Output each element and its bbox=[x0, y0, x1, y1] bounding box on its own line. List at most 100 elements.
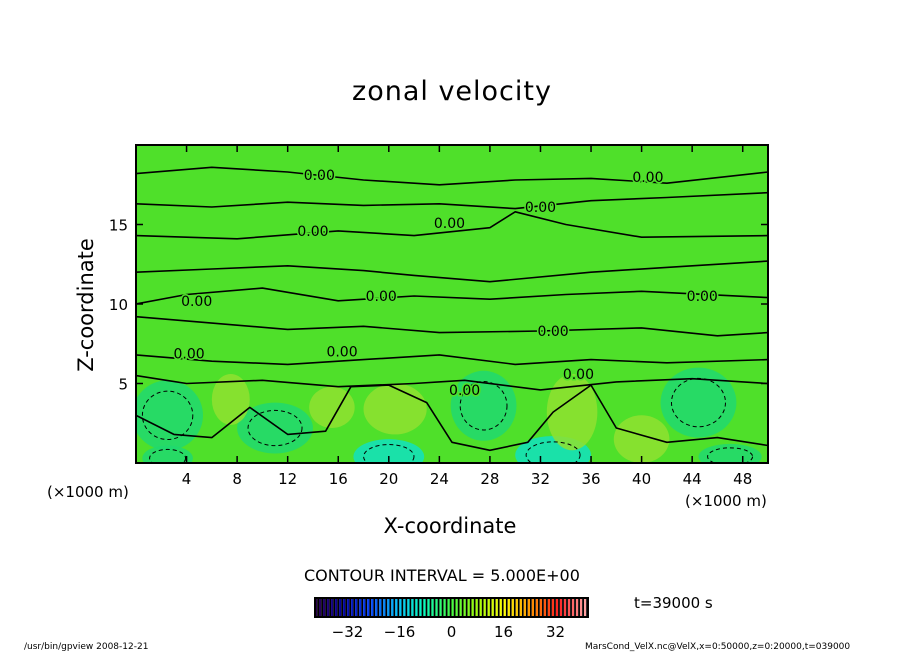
x-unit-right: (×1000 m) bbox=[685, 492, 767, 510]
colorbar-swatch bbox=[503, 598, 506, 617]
colorbar-swatch bbox=[523, 598, 526, 617]
colorbar-gap bbox=[357, 598, 360, 617]
colorbar-swatch bbox=[315, 598, 318, 617]
x-tick-label: 40 bbox=[632, 470, 651, 488]
negative-contour bbox=[525, 441, 581, 463]
colorbar-gap bbox=[534, 598, 536, 617]
field-blob bbox=[136, 380, 203, 451]
colorbar-swatch bbox=[367, 598, 370, 617]
colorbar-swatch bbox=[479, 598, 482, 617]
colorbar-swatch bbox=[399, 598, 402, 617]
colorbar-gap bbox=[385, 598, 388, 617]
contour-label: 0.00 bbox=[181, 294, 212, 310]
colorbar-gap bbox=[405, 598, 408, 617]
colorbar-swatch bbox=[427, 598, 430, 617]
chart-title: zonal velocity bbox=[352, 76, 552, 107]
colorbar-gap bbox=[381, 598, 384, 617]
colorbar-swatch bbox=[439, 598, 442, 617]
colorbar-swatch bbox=[371, 598, 374, 617]
negative-contour bbox=[459, 381, 508, 431]
contour-label: 0.00 bbox=[326, 345, 357, 361]
colorbar-swatch bbox=[527, 598, 530, 617]
colorbar-swatch bbox=[447, 598, 450, 617]
colorbar-gap bbox=[345, 598, 348, 617]
colorbar-swatch bbox=[515, 598, 518, 617]
colorbar-gap bbox=[433, 598, 436, 617]
x-tick-label: 20 bbox=[379, 470, 398, 488]
y-tick-label: 15 bbox=[109, 217, 128, 235]
colorbar-gap bbox=[497, 598, 500, 617]
colorbar-gap bbox=[377, 598, 380, 617]
colorbar-swatch bbox=[327, 598, 330, 617]
negative-contour bbox=[707, 447, 754, 463]
x-tick-label: 36 bbox=[581, 470, 600, 488]
colorbar-gap bbox=[361, 598, 364, 617]
colorbar-swatch bbox=[499, 598, 502, 617]
colorbar-swatch bbox=[355, 598, 358, 617]
x-tick-label: 4 bbox=[182, 470, 192, 488]
colorbar-gap bbox=[337, 598, 340, 617]
colorbar-swatch bbox=[507, 598, 510, 617]
colorbar-swatch bbox=[459, 598, 462, 617]
colorbar-swatch bbox=[419, 598, 422, 617]
colorbar-swatch bbox=[363, 598, 366, 617]
contour-label: 0.00 bbox=[304, 168, 335, 184]
colorbar-swatch bbox=[407, 598, 410, 617]
contour-line bbox=[136, 211, 768, 240]
colorbar-gap bbox=[401, 598, 404, 617]
contour-label: 0.00 bbox=[632, 170, 663, 186]
colorbar-gap bbox=[453, 598, 456, 617]
contour-interval: CONTOUR INTERVAL = 5.000E+00 bbox=[304, 566, 580, 585]
colorbar-gap bbox=[481, 598, 484, 617]
colorbar-gap bbox=[397, 598, 400, 617]
colorbar-gap bbox=[477, 598, 480, 617]
colorbar-swatch bbox=[463, 598, 466, 617]
colorbar-swatch bbox=[531, 598, 535, 617]
colorbar-gap bbox=[461, 598, 464, 617]
colorbar-swatch bbox=[563, 598, 567, 617]
contour-label: 0.00 bbox=[449, 383, 480, 399]
colorbar-gap bbox=[493, 598, 496, 617]
colorbar-gap bbox=[550, 598, 552, 617]
x-tick-label: 16 bbox=[329, 470, 348, 488]
colorbar-swatch bbox=[331, 598, 334, 617]
time-label: t=39000 s bbox=[634, 594, 713, 612]
field-blob bbox=[613, 415, 670, 463]
x-tick-label: 44 bbox=[683, 470, 702, 488]
colorbar-gap bbox=[445, 598, 448, 617]
colorbar-swatch bbox=[519, 598, 522, 617]
colorbar-gap bbox=[373, 598, 376, 617]
colorbar-frame bbox=[314, 597, 589, 618]
x-tick-label: 32 bbox=[531, 470, 550, 488]
colorbar-tick-label: −16 bbox=[384, 623, 416, 641]
colorbar-swatch bbox=[335, 598, 338, 617]
colorbar-gap bbox=[570, 598, 572, 617]
y-tick-label: 5 bbox=[118, 376, 128, 394]
colorbar-swatch bbox=[323, 598, 326, 617]
colorbar-swatch bbox=[387, 598, 390, 617]
contour-label: 0.00 bbox=[174, 346, 205, 362]
colorbar-gap bbox=[325, 598, 328, 617]
colorbar-gap bbox=[517, 598, 520, 617]
colorbar-gap bbox=[562, 598, 564, 617]
colorbar-swatch bbox=[423, 598, 426, 617]
colorbar-gap bbox=[449, 598, 452, 617]
colorbar-gap bbox=[393, 598, 396, 617]
field-blob bbox=[698, 443, 762, 463]
colorbar-gap bbox=[437, 598, 440, 617]
colorbar-swatch bbox=[511, 598, 514, 617]
colorbar-gap bbox=[329, 598, 332, 617]
negative-contour bbox=[363, 444, 415, 463]
colorbar-swatch bbox=[495, 598, 498, 617]
colorbar-gap bbox=[389, 598, 392, 617]
colorbar-swatch bbox=[575, 598, 579, 617]
colorbar-gap bbox=[566, 598, 568, 617]
field-blob bbox=[353, 439, 425, 463]
x-tick-label: 48 bbox=[733, 470, 752, 488]
colorbar-swatch bbox=[571, 598, 575, 617]
colorbar-gap bbox=[546, 598, 548, 617]
colorbar-gap bbox=[538, 598, 540, 617]
contour-label: 0.00 bbox=[366, 289, 397, 305]
colorbar-gap bbox=[582, 598, 584, 617]
